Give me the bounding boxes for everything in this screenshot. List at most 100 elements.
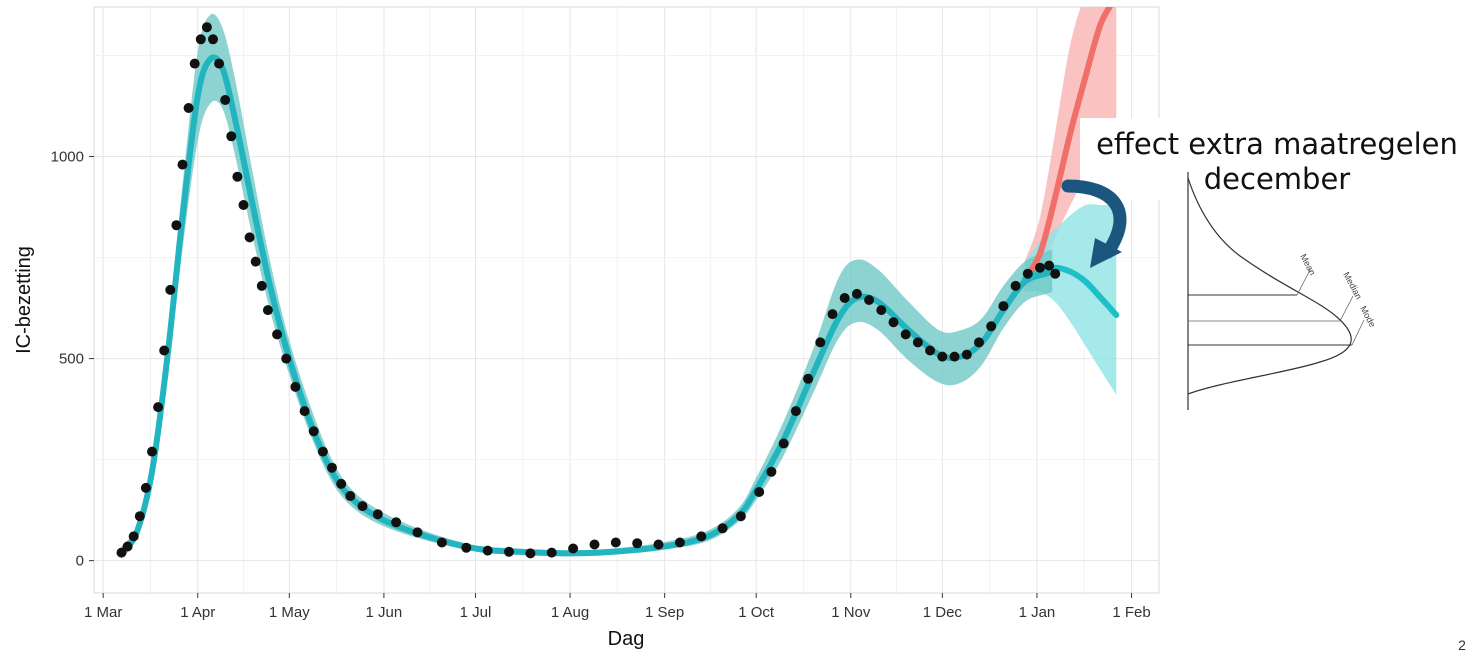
inset-curve — [1187, 177, 1352, 395]
observed-point — [183, 103, 194, 113]
observed-point — [140, 482, 151, 493]
observed-point — [504, 546, 514, 557]
observed-point — [790, 406, 801, 417]
observed-point — [461, 542, 472, 553]
observed-point — [308, 426, 319, 437]
observed-point — [735, 511, 746, 522]
observed-point — [116, 547, 127, 558]
observed-point — [925, 345, 936, 356]
observed-point — [888, 317, 899, 328]
observed-point — [632, 538, 643, 549]
observed-point — [336, 478, 347, 489]
observed-point — [766, 466, 777, 477]
observed-point — [568, 543, 579, 554]
x-tick-label: 1 Nov — [831, 604, 871, 621]
observed-point — [525, 548, 536, 559]
x-tick-label: 1 Sep — [645, 604, 684, 621]
x-tick-label: 1 May — [269, 604, 310, 621]
observed-point — [803, 373, 814, 384]
x-axis-title: Dag — [608, 628, 645, 650]
observed-point — [1010, 280, 1021, 291]
observed-point — [864, 295, 875, 305]
observed-point — [372, 509, 383, 520]
x-tick-label: 1 Oct — [738, 604, 775, 621]
observed-point — [165, 284, 176, 295]
inset-mode-label: Mode — [1358, 304, 1377, 329]
observed-point — [589, 539, 600, 550]
observed-point — [961, 349, 972, 360]
observed-point — [262, 305, 273, 316]
observed-point — [949, 351, 960, 362]
observed-point — [851, 288, 862, 299]
observed-point — [290, 381, 301, 392]
observed-point — [653, 539, 664, 550]
observed-point — [391, 517, 402, 528]
observed-point — [986, 321, 997, 332]
observed-point — [256, 280, 267, 291]
observed-point — [827, 309, 838, 320]
observed-point — [912, 337, 923, 348]
y-tick-label: 500 — [59, 351, 84, 368]
x-tick-label: 1 Jan — [1019, 604, 1056, 621]
y-tick-label: 1000 — [51, 149, 84, 166]
observed-point — [974, 337, 984, 348]
observed-point — [201, 22, 212, 33]
x-tick-label: 1 Aug — [551, 604, 589, 621]
observed-points — [116, 22, 1061, 559]
observed-point — [128, 531, 139, 542]
annotation-line1: effect extra maatregelen — [1096, 127, 1458, 161]
x-tick-label: 1 Mar — [84, 604, 122, 621]
observed-point — [195, 34, 206, 45]
distribution-inset: Mean Median Mode — [1187, 172, 1378, 410]
observed-point — [436, 537, 447, 548]
observed-point — [317, 446, 328, 457]
observed-point — [238, 200, 249, 210]
observed-point — [1050, 268, 1061, 279]
observed-point — [220, 95, 231, 105]
observed-point — [122, 541, 133, 552]
observed-point — [299, 406, 310, 417]
observed-point — [134, 511, 145, 522]
observed-point — [610, 537, 621, 548]
observed-point — [345, 491, 356, 501]
observed-point — [171, 220, 182, 231]
observed-point — [674, 537, 685, 548]
page-number: 2 — [1458, 637, 1466, 653]
observed-point — [250, 256, 261, 267]
inset-mean-label: Mean — [1298, 252, 1317, 277]
observed-point — [778, 438, 789, 449]
observed-point — [412, 527, 423, 538]
observed-point — [815, 337, 826, 348]
y-axis-title: IC-bezetting — [13, 246, 35, 354]
observed-point — [876, 305, 887, 316]
observed-point — [327, 462, 337, 473]
y-tick-label: 0 — [76, 553, 84, 570]
observed-point — [177, 159, 188, 170]
observed-point — [226, 131, 237, 142]
observed-point — [754, 487, 765, 497]
observed-point — [232, 171, 243, 182]
observed-point — [244, 232, 255, 243]
observed-point — [1035, 262, 1045, 273]
observed-point — [482, 545, 493, 556]
grid — [94, 7, 1159, 593]
annotation-line2: december — [1204, 162, 1351, 196]
x-tick-label: 1 Dec — [923, 604, 963, 621]
observed-point — [281, 353, 292, 364]
observed-point — [1044, 260, 1055, 271]
x-tick-label: 1 Feb — [1112, 604, 1150, 621]
observed-point — [357, 501, 368, 512]
observed-point — [546, 547, 557, 558]
scenario-without-line — [1021, 7, 1114, 283]
curved-arrow-icon — [1061, 179, 1127, 268]
x-tick-label: 1 Jun — [366, 604, 403, 621]
observed-point — [272, 329, 283, 340]
observed-point — [214, 58, 225, 69]
observed-point — [998, 301, 1009, 312]
observed-point — [937, 351, 948, 362]
model-band — [121, 13, 1053, 559]
observed-point — [189, 58, 200, 69]
observed-point — [147, 446, 157, 457]
observed-point — [1022, 268, 1033, 279]
